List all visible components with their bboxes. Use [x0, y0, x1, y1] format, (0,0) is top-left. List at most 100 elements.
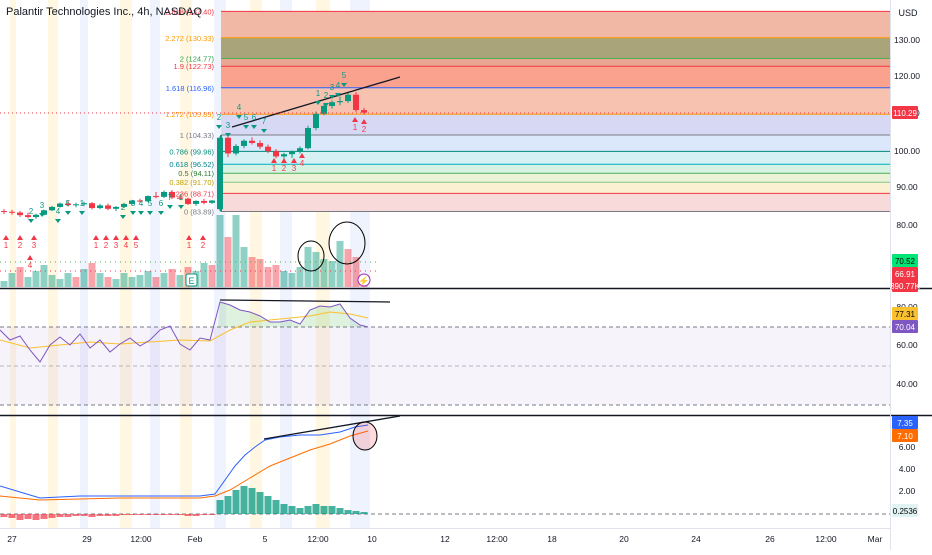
sell-setup-count: 2 — [29, 207, 34, 216]
macd-histogram-bar — [184, 514, 192, 516]
buy-setup-arrow — [113, 235, 119, 240]
split-marker[interactable]: ⚡ — [357, 273, 371, 287]
macd-axis[interactable]: 6.00 4.00 2.00 — [899, 442, 916, 496]
time-tick: 12 — [440, 534, 450, 544]
buy-setup-count: 2 — [201, 241, 206, 250]
macd-line — [0, 424, 369, 499]
macd-histogram-bar — [112, 514, 120, 516]
sell-setup-arrow — [315, 101, 321, 105]
time-tick: 29 — [82, 534, 92, 544]
candle-body — [177, 197, 183, 199]
time-axis[interactable]: 27 29 12:00 Feb 5 12:00 10 12 12:00 18 20 24 26 12:00… — [7, 534, 882, 544]
sell-setup-arrow — [178, 205, 184, 209]
fib-label: 0.382 (91.70) — [169, 178, 214, 187]
time-tick: 27 — [7, 534, 17, 544]
macd-histogram-bar — [88, 514, 96, 517]
candle-body — [305, 128, 311, 149]
macd-histogram-bar — [48, 514, 56, 518]
sell-setup-arrow — [130, 211, 136, 215]
sell-setup-count: 5 — [244, 113, 249, 122]
trendline-macd[interactable] — [263, 415, 401, 440]
price-tick: 90.00 — [896, 182, 918, 192]
sell-setup-arrow — [236, 115, 242, 119]
fib-label: 1.272 (109.89) — [165, 110, 214, 119]
macd-histogram-bar — [40, 514, 48, 519]
fib-band — [221, 193, 890, 212]
volume-bar — [0, 281, 8, 287]
volume-bar — [352, 257, 360, 287]
candlesticks[interactable] — [1, 92, 367, 219]
volume-bar — [40, 265, 48, 287]
currency-label: USD — [898, 8, 918, 18]
fib-label: 0 (83.89) — [184, 207, 215, 216]
sell-setup-arrow — [158, 211, 164, 215]
candle-body — [233, 145, 239, 154]
buy-setup-arrow — [361, 119, 367, 124]
macd-histogram-bar — [120, 514, 128, 515]
macd-histogram-bar — [248, 488, 256, 514]
macd-histogram-bar — [280, 504, 288, 514]
buy-setup-count: 4 — [300, 159, 305, 168]
buy-setup-count: 1 — [272, 164, 277, 173]
fibonacci-labels: 2.618 (137.40)2.272 (130.33)2 (124.77)1.… — [165, 7, 214, 216]
candle-body — [97, 205, 103, 209]
macd-histogram-bar — [24, 514, 32, 519]
sell-setup-count: 3 — [131, 199, 136, 208]
buy-setup-arrow — [291, 158, 297, 163]
sell-setup-arrow — [138, 211, 144, 215]
macd-badge-bg — [892, 416, 918, 429]
buy-setup-arrow — [299, 153, 305, 158]
sell-setup-arrow — [147, 211, 153, 215]
candle-body — [225, 137, 231, 154]
volume-bar — [240, 247, 248, 287]
macd-histogram-bar — [0, 514, 8, 517]
buy-setup-count: 1 — [4, 241, 9, 250]
candle-body — [329, 102, 335, 106]
buy-setup-arrow — [200, 235, 206, 240]
volume-bar — [56, 279, 64, 287]
macd-histogram-bar — [72, 514, 80, 516]
fib-band — [221, 182, 890, 194]
time-tick: 18 — [547, 534, 557, 544]
buy-setup-count: 2 — [104, 241, 109, 250]
rsi-tick: 40.00 — [896, 379, 918, 389]
volume-bar — [120, 273, 128, 287]
macd-histogram-bar — [296, 508, 304, 514]
candle-body — [89, 203, 95, 209]
macd-histogram-bar — [192, 514, 200, 516]
buy-setup-arrow — [271, 158, 277, 163]
sell-setup-arrow — [28, 219, 34, 223]
candle-body — [49, 206, 55, 211]
price-tick: 120.00 — [894, 71, 920, 81]
volume-bar — [32, 271, 40, 287]
volume-bar — [176, 275, 184, 287]
sell-setup-count: 4 — [56, 207, 61, 216]
fib-band — [221, 114, 890, 136]
rsi-ma-line — [0, 311, 369, 349]
macd-histogram-bar — [336, 508, 344, 514]
sell-setup-arrow — [243, 125, 249, 129]
volume-bar — [256, 259, 264, 287]
trendline-rsi[interactable] — [219, 299, 391, 303]
price-tick: 130.00 — [894, 35, 920, 45]
session-stripe — [48, 0, 58, 528]
macd-highlight-circle — [352, 421, 378, 451]
sell-setup-count: 7 — [168, 193, 173, 202]
volume-bar — [72, 277, 80, 287]
macd-tick: 4.00 — [899, 464, 916, 474]
volume-bar — [208, 265, 216, 287]
buy-setup-count: 3 — [32, 241, 37, 250]
sell-setup-arrow — [79, 211, 85, 215]
macd-histogram-bar — [216, 500, 224, 514]
buy-setup-count: 1 — [353, 123, 358, 132]
earnings-marker[interactable]: E — [185, 273, 198, 287]
candle-body — [289, 151, 295, 155]
sell-setup-count: 2 — [121, 203, 126, 212]
rsi-overbought-fill — [218, 302, 368, 327]
candle-body — [249, 140, 255, 143]
candle-body — [137, 200, 143, 202]
fib-label: 1.9 (122.73) — [174, 62, 215, 71]
